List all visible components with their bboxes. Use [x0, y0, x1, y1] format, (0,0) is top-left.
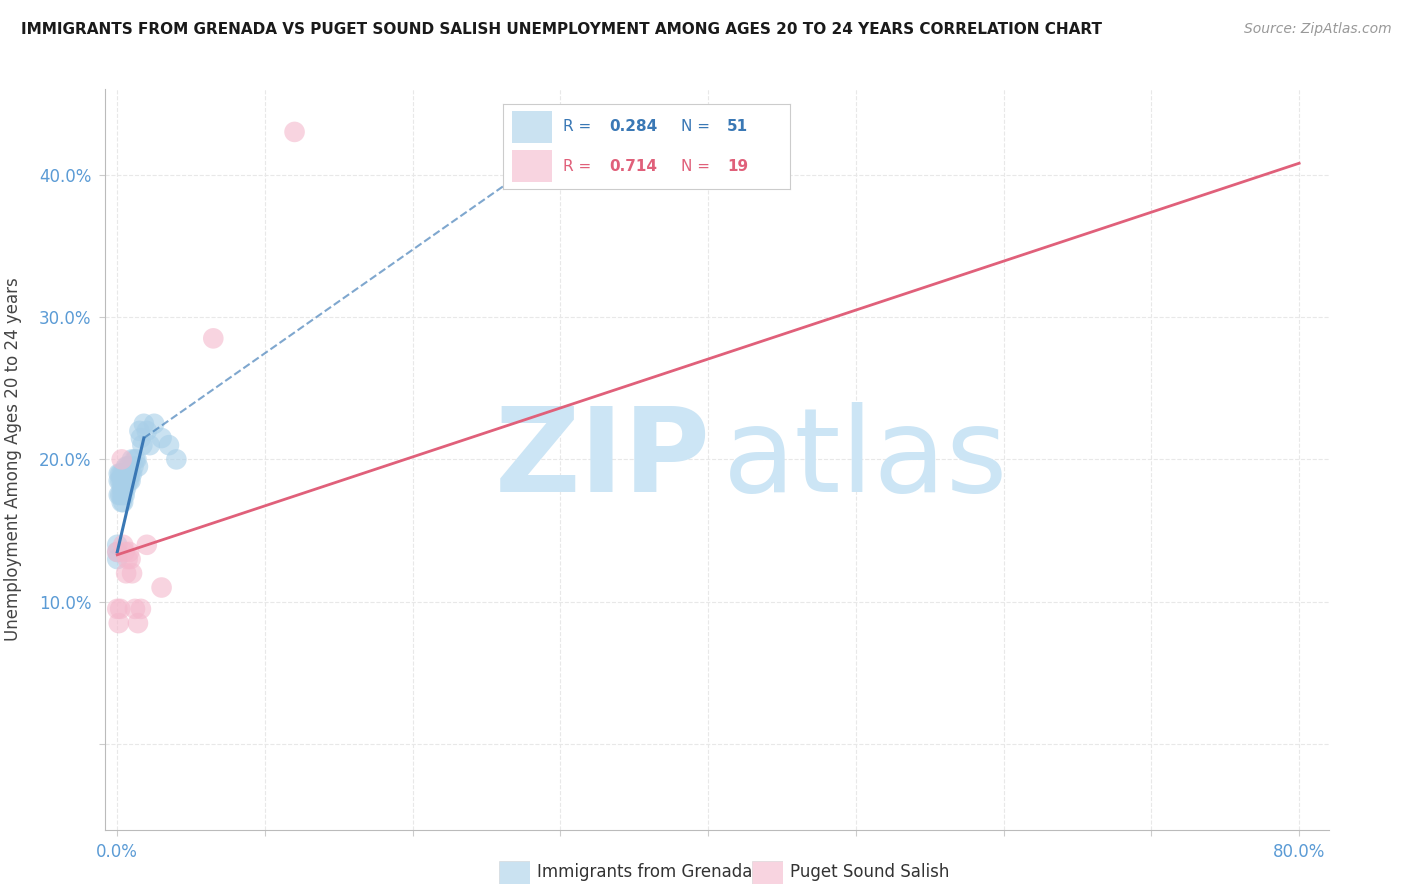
Point	[114, 488, 136, 502]
Point	[114, 545, 136, 559]
Point	[115, 459, 138, 474]
Point	[111, 474, 134, 488]
Point	[122, 459, 145, 474]
Point	[143, 417, 166, 431]
Text: Source: ZipAtlas.com: Source: ZipAtlas.com	[1244, 22, 1392, 37]
Point	[115, 474, 138, 488]
Point	[120, 552, 142, 566]
Point	[118, 474, 141, 488]
Point	[112, 538, 135, 552]
Point	[112, 495, 135, 509]
Point	[139, 438, 162, 452]
Point	[125, 452, 148, 467]
Point	[115, 467, 138, 481]
Text: atlas: atlas	[723, 402, 1008, 516]
Point	[117, 474, 139, 488]
Point	[127, 459, 149, 474]
Point	[118, 459, 141, 474]
Text: ZIP: ZIP	[495, 402, 711, 516]
Point	[107, 467, 129, 481]
Point	[121, 452, 143, 467]
Point	[124, 452, 146, 467]
Point	[111, 481, 134, 495]
Point	[129, 431, 152, 445]
Point	[112, 481, 135, 495]
Point	[111, 495, 134, 509]
Point	[135, 424, 157, 438]
Point	[105, 545, 128, 559]
Point	[117, 467, 139, 481]
Point	[111, 452, 134, 467]
Text: Puget Sound Salish: Puget Sound Salish	[790, 863, 949, 881]
Point	[120, 467, 142, 481]
Point	[112, 474, 135, 488]
Point	[105, 552, 128, 566]
Point	[121, 566, 143, 581]
Point	[128, 424, 150, 438]
Point	[202, 331, 225, 345]
Point	[112, 488, 135, 502]
Point	[114, 481, 136, 495]
Point	[111, 488, 134, 502]
Point	[114, 467, 136, 481]
Point	[157, 438, 180, 452]
Point	[129, 602, 152, 616]
Text: IMMIGRANTS FROM GRENADA VS PUGET SOUND SALISH UNEMPLOYMENT AMONG AGES 20 TO 24 Y: IMMIGRANTS FROM GRENADA VS PUGET SOUND S…	[21, 22, 1102, 37]
Point	[115, 566, 138, 581]
Point	[118, 545, 141, 559]
Point	[105, 602, 128, 616]
Point	[107, 474, 129, 488]
Point	[107, 616, 129, 631]
Point	[112, 467, 135, 481]
Point	[105, 538, 128, 552]
Point	[110, 474, 132, 488]
Point	[131, 438, 153, 452]
Point	[135, 538, 157, 552]
Point	[127, 616, 149, 631]
Point	[150, 581, 173, 595]
Point	[121, 467, 143, 481]
Point	[118, 467, 141, 481]
Point	[117, 459, 139, 474]
Point	[111, 467, 134, 481]
Y-axis label: Unemployment Among Ages 20 to 24 years: Unemployment Among Ages 20 to 24 years	[4, 277, 22, 641]
Point	[107, 488, 129, 502]
Point	[110, 467, 132, 481]
Point	[117, 552, 139, 566]
Text: Immigrants from Grenada: Immigrants from Grenada	[537, 863, 752, 881]
Point	[132, 417, 155, 431]
Point	[105, 545, 128, 559]
Point	[110, 488, 132, 502]
Point	[115, 481, 138, 495]
Point	[283, 125, 305, 139]
Point	[110, 602, 132, 616]
Point	[124, 602, 146, 616]
Point	[150, 431, 173, 445]
Point	[114, 474, 136, 488]
Point	[120, 474, 142, 488]
Point	[165, 452, 187, 467]
